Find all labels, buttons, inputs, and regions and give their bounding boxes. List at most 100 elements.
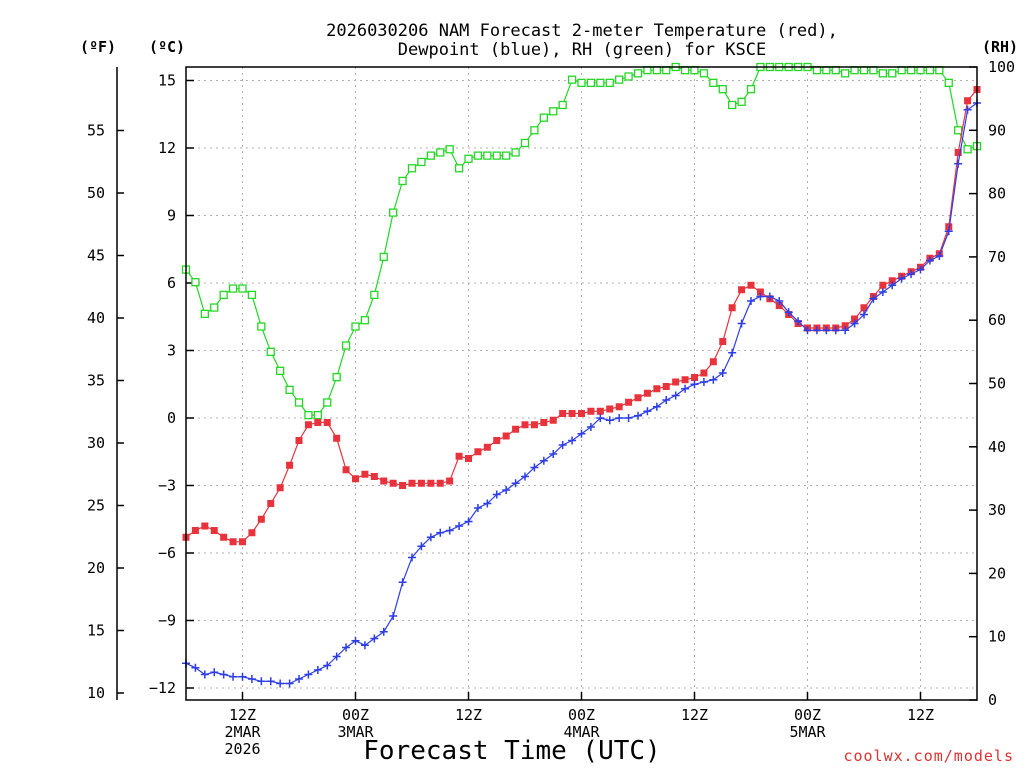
temperature-point — [775, 302, 783, 309]
temperature-point — [879, 281, 887, 289]
dewpoint-point — [483, 499, 492, 508]
rh-point — [596, 78, 605, 87]
temperature-point — [530, 421, 538, 429]
dewpoint-point — [709, 375, 718, 384]
rh-point — [351, 322, 360, 331]
dewpoint-point — [794, 317, 803, 326]
dewpoint-point — [907, 270, 916, 278]
dewpoint-point — [737, 319, 746, 328]
temperature-point — [389, 479, 397, 487]
rh-point — [454, 164, 464, 173]
rh-point — [841, 69, 850, 78]
temperature-point — [643, 389, 651, 397]
time-tick-label: 12Z — [455, 706, 482, 724]
rh-point — [247, 290, 257, 300]
rh-point — [266, 347, 275, 357]
fahrenheit-tick-label: 25 — [87, 497, 105, 515]
dewpoint-point — [238, 672, 247, 681]
time-tick-label: 2026 — [224, 740, 260, 758]
rh-point — [332, 373, 341, 382]
temperature-point — [436, 479, 444, 487]
rh-point — [228, 284, 238, 293]
rh-point — [954, 126, 963, 135]
temperature-point — [220, 533, 228, 541]
dewpoint-point — [634, 411, 642, 420]
dewpoint-point — [398, 578, 407, 587]
time-tick-label: 00Z — [568, 706, 595, 724]
dewpoint-point — [954, 159, 963, 168]
temperature-point — [417, 479, 425, 487]
plot-frame — [185, 66, 978, 701]
temperature-point — [427, 479, 435, 487]
temperature-point — [380, 477, 388, 485]
rh-point — [539, 113, 548, 122]
rh-point — [464, 154, 473, 163]
rh-point — [238, 284, 247, 293]
temperature-point — [399, 482, 407, 489]
dewpoint-point — [229, 672, 238, 681]
time-tick-label: 2MAR — [224, 723, 261, 741]
rh-point — [379, 252, 388, 262]
dewpoint-point — [549, 450, 558, 458]
rh-point — [257, 322, 266, 331]
temperature-point — [653, 385, 661, 393]
celsius-tick-label: −3 — [158, 477, 176, 495]
dewpoint-point — [295, 675, 303, 683]
temperature-point — [295, 437, 303, 444]
time-tick-label: 12Z — [681, 706, 708, 724]
dewpoint-point — [417, 542, 426, 551]
rh-point — [709, 78, 718, 87]
rh-point — [530, 126, 539, 135]
temperature-point — [681, 376, 689, 384]
rh-point — [511, 148, 520, 157]
temperature-point — [719, 338, 727, 345]
dewpoint-point — [718, 369, 727, 377]
dewpoint-point — [219, 670, 228, 679]
temperature-point — [841, 322, 849, 330]
fahrenheit-tick-label: 15 — [87, 622, 105, 640]
rh-point — [341, 341, 351, 350]
time-tick-label: 00Z — [794, 706, 821, 724]
time-tick-label: 5MAR — [789, 723, 826, 741]
dewpoint-point — [247, 675, 256, 683]
rh-point — [633, 69, 643, 78]
chart-title-line-2: Dewpoint (blue), RH (green) for KSCE — [398, 40, 766, 60]
temperature-point — [352, 475, 359, 483]
temperature-point — [465, 455, 472, 462]
temperature-point — [201, 522, 209, 530]
celsius-axis: −12 −9 −6 −3 0 3 6 9 12 15 — [149, 72, 194, 697]
dewpoint-point — [200, 670, 209, 679]
dewpoint-point — [699, 378, 708, 386]
rh-point — [878, 69, 887, 78]
dewpoint-point — [860, 310, 868, 319]
temperature-point — [888, 277, 896, 285]
dewpoint-point — [878, 288, 887, 296]
rh-tick-label: 50 — [988, 375, 1006, 393]
temperature-point — [964, 97, 972, 105]
rh-point — [313, 410, 322, 420]
temperature-point — [370, 473, 378, 480]
dewpoint-point — [379, 627, 388, 636]
rh-point — [398, 176, 407, 186]
celsius-tick-label: 12 — [158, 139, 176, 157]
dewpoint-point — [897, 274, 906, 283]
fahrenheit-tick-label: 40 — [87, 309, 105, 327]
time-tick-label: 4MAR — [563, 723, 600, 741]
time-tick-label: 12Z — [907, 706, 934, 724]
dewpoint-point — [935, 252, 944, 260]
temperature-point — [323, 419, 331, 426]
temperature-point — [578, 410, 585, 417]
temperature-point — [587, 407, 595, 415]
dewpoint-point — [445, 526, 454, 535]
rh-point — [520, 138, 530, 148]
dewpoint-point — [916, 265, 925, 274]
dewpoint-point — [511, 479, 520, 488]
temperature-point — [191, 527, 199, 534]
time-tick-label: 00Z — [342, 706, 369, 724]
dewpoint-point — [521, 472, 529, 481]
rh-point — [605, 78, 614, 87]
rh-point — [210, 303, 219, 312]
dewpoint-point — [888, 281, 897, 290]
rh-point — [360, 316, 370, 325]
temperature-point — [615, 403, 623, 411]
